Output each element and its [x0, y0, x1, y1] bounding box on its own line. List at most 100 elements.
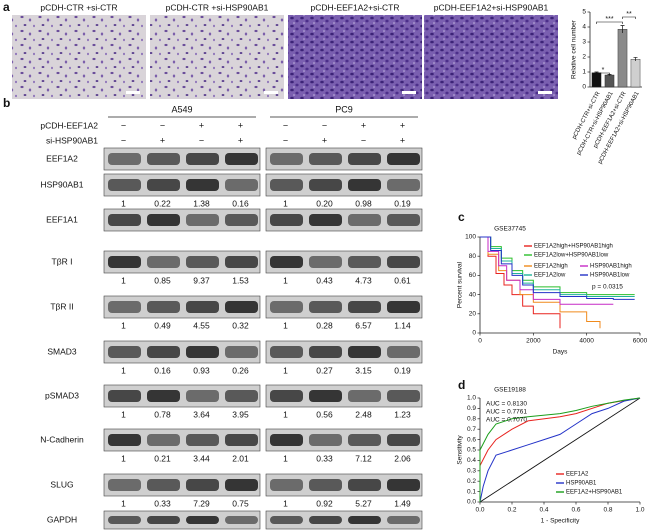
x-tick-label: 1.0 — [635, 507, 644, 514]
quantification: 0.16 — [154, 365, 171, 375]
blot-band — [147, 153, 180, 165]
blot-band — [225, 434, 258, 446]
blot-band — [387, 153, 420, 165]
quantification: 1 — [283, 198, 288, 208]
quantification: 0.19 — [394, 198, 411, 208]
quantification: 1 — [121, 275, 126, 285]
blot-band — [309, 214, 342, 226]
blot-band — [225, 516, 258, 524]
condition-sign: − — [322, 120, 327, 130]
quantification: 0.85 — [154, 275, 171, 285]
blot-band — [387, 256, 420, 268]
quantification: 0.27 — [316, 365, 333, 375]
micrograph — [424, 15, 558, 99]
significance-bracket — [596, 21, 623, 24]
blot-band — [348, 301, 381, 313]
significance: ** — [626, 11, 632, 18]
quantification: 1.23 — [394, 409, 411, 419]
quantification: 1 — [121, 409, 126, 419]
significance: *** — [605, 16, 613, 23]
annotation: AUC = 0.7070 — [486, 417, 527, 424]
blot-band — [309, 256, 342, 268]
blot-band — [348, 479, 381, 491]
blot-band — [186, 301, 219, 313]
blot-band — [309, 434, 342, 446]
blot-band — [186, 516, 219, 524]
quantification: 1 — [121, 365, 126, 375]
bar — [604, 74, 615, 88]
legend-entry: HSP90AB1high — [590, 264, 632, 270]
blot-band — [108, 256, 141, 268]
blot-panel — [265, 295, 423, 319]
reference-line — [479, 397, 641, 503]
image-label: pCDH-EEF1A2+si-CTR — [310, 2, 399, 12]
scale-bar — [264, 91, 278, 94]
blot-band — [309, 301, 342, 313]
blot-panel — [103, 384, 261, 408]
y-tick-label: 5 — [582, 9, 586, 16]
quantification: 1 — [121, 498, 126, 508]
quantification: 0.56 — [316, 409, 333, 419]
protein-label: TβR I — [52, 256, 73, 266]
x-tick-label: 2000 — [526, 338, 541, 345]
blot-panel — [103, 208, 261, 232]
y-axis-label: Relative cell number — [571, 19, 578, 79]
chart-title: GSE19188 — [494, 387, 526, 394]
significance-bracket — [622, 16, 636, 19]
condition-sign: + — [361, 120, 366, 130]
blot-band — [270, 434, 303, 446]
condition-label: si-HSP90AB1 — [46, 135, 98, 145]
blot-band — [225, 179, 258, 191]
micrograph — [12, 15, 146, 99]
blot-band — [108, 390, 141, 402]
panel-label: c — [458, 210, 465, 224]
quantification: 1 — [121, 320, 126, 330]
condition-sign: − — [361, 135, 366, 145]
blot-band — [348, 346, 381, 358]
series-line — [480, 236, 614, 305]
y-tick-label: 4 — [582, 24, 586, 31]
quantification: 0.16 — [232, 198, 249, 208]
y-axis-label: Sensitivity — [457, 435, 464, 465]
blot-band — [186, 479, 219, 491]
blot-band — [108, 301, 141, 313]
micrograph — [150, 15, 284, 99]
bar — [617, 29, 628, 88]
condition-label: pCDH-EEF1A2 — [40, 120, 98, 130]
blot-band — [108, 434, 141, 446]
y-tick-label: 80 — [469, 253, 477, 260]
condition-sign: − — [283, 120, 288, 130]
legend-entry: EEF1A2+HSP90AB1 — [566, 490, 623, 496]
blot-band — [108, 516, 141, 524]
x-tick-label: 0.2 — [507, 507, 516, 514]
x-tick-label: 0.8 — [603, 507, 612, 514]
quantification: 1.38 — [193, 198, 210, 208]
legend-entry: HSP90AB1low — [590, 273, 630, 279]
y-tick-label: 0.3 — [467, 468, 476, 475]
image-label: pCDH-EEF1A2+si-HSP90AB1 — [434, 2, 549, 12]
blot-band — [348, 434, 381, 446]
blot-panel — [103, 147, 261, 171]
y-tick-label: 0 — [472, 330, 476, 337]
quantification: 0.33 — [316, 453, 333, 463]
quantification: 1 — [283, 365, 288, 375]
blot-band — [147, 179, 180, 191]
quantification: 3.64 — [193, 409, 210, 419]
blot-band — [147, 434, 180, 446]
x-tick-label: 0.4 — [539, 507, 548, 514]
quantification: 0.19 — [394, 365, 411, 375]
quantification: 2.48 — [355, 409, 372, 419]
panel-label: b — [3, 96, 10, 110]
protein-label: pSMAD3 — [45, 390, 79, 400]
blot-band — [108, 153, 141, 165]
quantification: 4.55 — [193, 320, 210, 330]
quantification: 7.29 — [193, 498, 210, 508]
blot-band — [387, 346, 420, 358]
blot-band — [147, 346, 180, 358]
blot-panel — [265, 340, 423, 364]
blot-band — [108, 214, 141, 226]
error-bar — [620, 25, 625, 33]
condition-sign: − — [121, 120, 126, 130]
blot-band — [270, 479, 303, 491]
